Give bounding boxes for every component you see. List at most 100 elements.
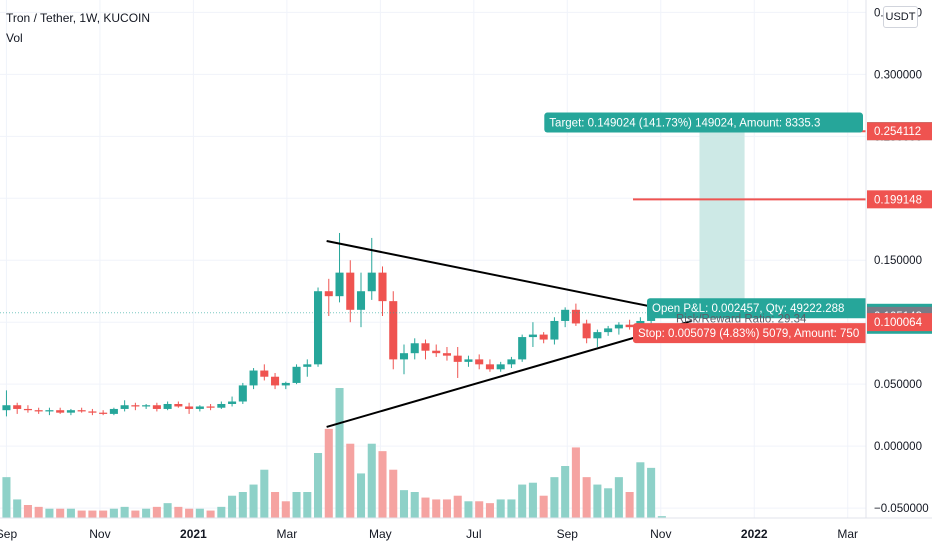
candle-body — [378, 272, 387, 302]
target-label-text: Target: 0.149024 (141.73%) 149024, Amoun… — [549, 118, 820, 130]
time-tick-label: Nov — [650, 527, 671, 541]
volume-bar — [453, 495, 462, 518]
volume-bar — [45, 508, 54, 518]
candle — [45, 407, 54, 416]
candle — [442, 346, 451, 361]
time-tick-label: Nov — [89, 527, 110, 541]
time-tick-label: Mar — [837, 527, 858, 541]
candle — [77, 407, 86, 413]
volume-bar — [195, 508, 204, 518]
candle-body — [518, 337, 527, 360]
candle-body — [421, 343, 430, 351]
candle-body — [217, 403, 226, 408]
stop-label-text: Stop: 0.005079 (4.83%) 5079, Amount: 750 — [638, 328, 859, 340]
volume-bar — [228, 495, 237, 518]
volume-bar — [238, 492, 247, 518]
candle — [518, 334, 527, 362]
open-pnl-label: Open P&L: 0.002457, Qty: 49222.288 — [647, 298, 872, 319]
volume-bar — [367, 443, 376, 518]
volume-bar — [647, 467, 656, 518]
candle — [432, 344, 441, 357]
volume-bar — [56, 508, 65, 518]
trendline-lower — [326, 320, 693, 428]
candle — [571, 303, 580, 326]
candle-body — [45, 410, 54, 412]
candle — [464, 355, 473, 367]
volume-bar — [249, 484, 258, 518]
stop-label: Stop: 0.005079 (4.83%) 5079, Amount: 750 — [633, 323, 895, 344]
volume-bar — [99, 510, 108, 518]
time-axis[interactable]: Sep Nov 2021 Mar May Jul Sep Nov 2022 Mar — [0, 517, 932, 550]
price-tag — [867, 190, 932, 209]
candle-body — [582, 323, 591, 339]
candle — [421, 339, 430, 360]
volume-bar — [271, 492, 280, 518]
time-tick-label: Sep — [557, 527, 579, 541]
volume-bar — [292, 492, 301, 518]
candle-body — [271, 376, 280, 386]
time-tick-label: Jul — [466, 527, 481, 541]
candle-body — [142, 405, 151, 407]
volume-bar — [2, 477, 11, 518]
candle-body — [13, 405, 22, 409]
volume-bar — [163, 503, 172, 518]
candle-body — [120, 405, 129, 409]
candle — [475, 354, 484, 370]
symbol-title[interactable]: Tron / Tether, 1W, KUCOIN — [6, 11, 151, 25]
volume-bar — [303, 492, 312, 518]
candle — [174, 401, 183, 408]
candle — [453, 346, 462, 378]
volume-bar — [314, 453, 323, 518]
candle-body — [66, 410, 75, 413]
open-pnl-label-box — [647, 298, 872, 319]
candle — [185, 402, 194, 414]
candle-body — [539, 334, 548, 340]
volume-bar — [561, 466, 570, 518]
volume-bar — [281, 501, 290, 518]
candle — [34, 407, 43, 414]
candle — [550, 317, 559, 345]
candle-body — [614, 324, 623, 329]
volume-bar — [131, 510, 140, 518]
candle — [66, 408, 75, 416]
candle-body — [2, 405, 11, 411]
time-tick-label: Sep — [0, 527, 17, 541]
candle-body — [109, 408, 118, 414]
candle-body — [314, 291, 323, 365]
volume-bar — [152, 506, 161, 518]
grid — [0, 0, 866, 518]
stop-label-box — [633, 323, 895, 344]
candle-body — [399, 353, 409, 360]
time-axis-background — [0, 518, 932, 550]
volume-bar — [399, 490, 409, 518]
price-axis[interactable]: 0.3500000.3000000.2500000.2000000.150000… — [865, 0, 932, 550]
currency-button[interactable]: USDT — [883, 6, 918, 28]
volume-legend[interactable]: Vol — [6, 31, 23, 45]
candle-body — [475, 359, 484, 365]
volume-bar — [432, 499, 441, 518]
volume-bar — [174, 506, 183, 518]
volume-bar — [410, 492, 419, 518]
candle-body — [625, 324, 634, 328]
risk-reward-label: Risk/Reward Ratio: 29.34 — [676, 313, 807, 325]
candle — [604, 325, 613, 336]
price-axis-background — [866, 0, 932, 550]
position-annotations: Target: 0.149024 (141.73%) 149024, Amoun… — [544, 112, 895, 344]
time-tick-label: Mar — [277, 527, 298, 541]
candle — [399, 344, 409, 375]
candle-body — [464, 359, 473, 362]
price-tag-text: 0.254112 — [874, 126, 921, 138]
candle — [99, 410, 108, 416]
volume-bar — [604, 488, 613, 518]
volume-bar — [66, 508, 75, 518]
candle-body — [367, 272, 376, 292]
volume-bar — [389, 469, 398, 518]
volume-bar — [539, 495, 548, 518]
candle-body — [238, 385, 247, 402]
candle — [206, 403, 215, 411]
candle — [539, 332, 548, 344]
candle-body — [432, 350, 441, 354]
